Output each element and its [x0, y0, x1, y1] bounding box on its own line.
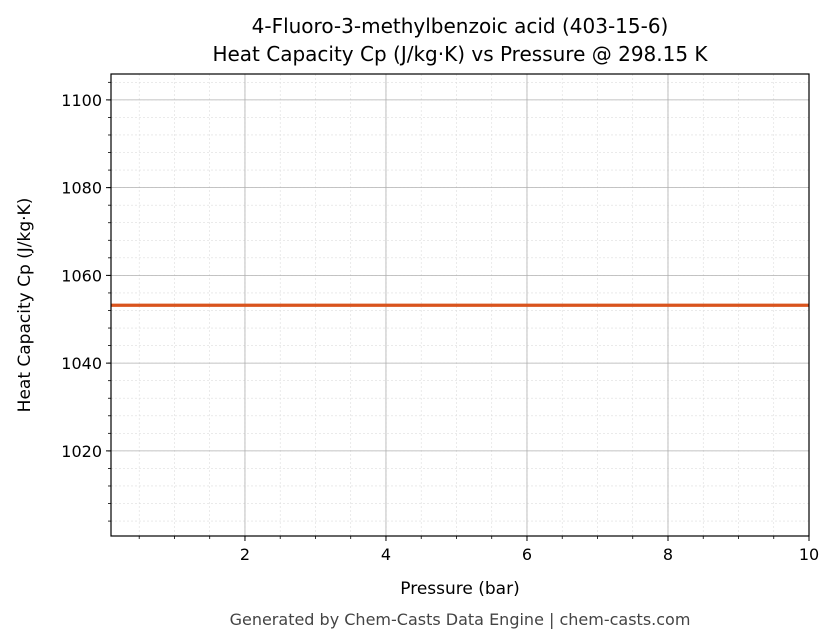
y-tick-label: 1020 [61, 442, 102, 461]
grid [111, 74, 810, 536]
chart-title: 4-Fluoro-3-methylbenzoic acid (403-15-6) [252, 14, 669, 38]
y-tick-label: 1040 [61, 354, 102, 373]
x-tick-label: 2 [240, 545, 250, 564]
chart-subtitle: Heat Capacity Cp (J/kg·K) vs Pressure @ … [212, 42, 708, 66]
x-tick-label: 4 [381, 545, 391, 564]
x-axis-label: Pressure (bar) [400, 579, 519, 599]
y-axis-label: Heat Capacity Cp (J/kg·K) [15, 198, 35, 413]
x-tick-label: 8 [663, 545, 673, 564]
y-tick-label: 1060 [61, 266, 102, 285]
x-tick-label: 10 [799, 545, 819, 564]
footer-text: Generated by Chem-Casts Data Engine | ch… [230, 610, 691, 629]
plot-frame [110, 73, 810, 537]
y-tick-label: 1100 [61, 91, 102, 110]
ticks: 2 4 6 8 10 1020 1040 1060 1080 1100 [61, 81, 819, 564]
x-tick-label: 6 [522, 545, 532, 564]
y-tick-label: 1080 [61, 179, 102, 198]
